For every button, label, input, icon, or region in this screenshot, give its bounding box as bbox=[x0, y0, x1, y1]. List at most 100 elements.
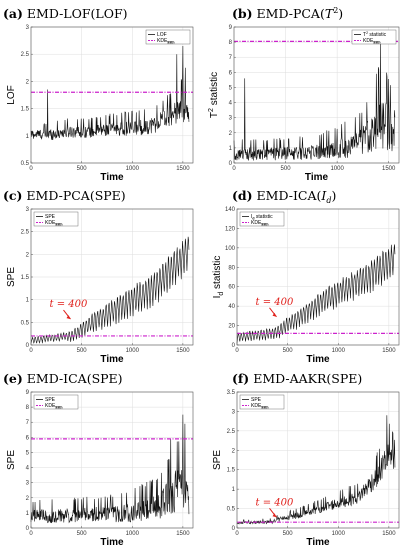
y-tick-label: 3 bbox=[26, 481, 30, 487]
y-tick-label: 8 bbox=[229, 40, 233, 46]
x-tick-label: 0 bbox=[235, 348, 239, 354]
annotation-arrowhead bbox=[66, 315, 71, 320]
x-tick-label: 500 bbox=[77, 531, 88, 537]
y-axis-label: SPE bbox=[212, 450, 223, 470]
data-line bbox=[30, 236, 190, 344]
legend-label: T2 statistic bbox=[363, 31, 387, 38]
y-tick-label: 7 bbox=[26, 420, 30, 426]
y-tick-label: 3 bbox=[26, 25, 30, 31]
x-tick-label: 1500 bbox=[176, 348, 190, 354]
y-tick-label: 4 bbox=[26, 466, 30, 472]
x-tick-label: 0 bbox=[235, 531, 239, 537]
legend-label: SPE bbox=[45, 214, 56, 220]
x-tick-label: 500 bbox=[283, 531, 294, 537]
y-tick-label: 5 bbox=[26, 450, 30, 456]
legend-box bbox=[239, 394, 285, 410]
y-tick-label: 2.5 bbox=[21, 52, 30, 58]
y-axis-label: LOF bbox=[6, 85, 17, 104]
x-axis-label: Time bbox=[100, 354, 124, 365]
plot-area bbox=[31, 27, 193, 163]
legend-label: SPE bbox=[45, 397, 56, 403]
x-tick-label: 0 bbox=[29, 348, 33, 354]
x-axis-label: Time bbox=[305, 172, 329, 183]
panel-title: (c) EMD-PCA(SPE) bbox=[3, 188, 126, 203]
y-tick-label: 0 bbox=[26, 343, 30, 349]
panel-c: (c) EMD-PCA(SPE) 0 500 1000 1500 0 0.5 1 1.5 2 2.5… bbox=[3, 188, 194, 365]
y-tick-label: 4 bbox=[229, 101, 233, 107]
legend-label: LOF bbox=[157, 32, 167, 38]
plot-frame bbox=[236, 391, 400, 529]
annotation-arrowhead bbox=[272, 513, 277, 518]
x-tick-label: 1000 bbox=[126, 348, 140, 354]
plot-frame bbox=[30, 26, 194, 164]
x-tick-label: 1500 bbox=[382, 166, 396, 172]
legend-box bbox=[145, 29, 191, 45]
legend-label: Id statistic bbox=[251, 214, 273, 221]
x-axis-label: Time bbox=[306, 354, 330, 365]
y-tick-label: 3 bbox=[229, 116, 233, 122]
y-tick-label: 0.5 bbox=[21, 161, 30, 167]
x-tick-label: 1500 bbox=[382, 531, 396, 537]
y-tick-label: 0 bbox=[229, 161, 233, 167]
x-tick-label: 500 bbox=[77, 166, 88, 172]
y-tick-label: 1 bbox=[229, 146, 233, 152]
y-tick-label: 1 bbox=[26, 134, 30, 140]
x-tick-label: 1000 bbox=[126, 531, 140, 537]
y-tick-label: 5 bbox=[229, 85, 233, 91]
x-tick-label: 1000 bbox=[332, 531, 346, 537]
y-tick-label: 2 bbox=[229, 131, 233, 137]
panel-title: (d) EMD-ICA(Id) bbox=[232, 188, 336, 205]
annotation-text: t = 400 bbox=[256, 297, 294, 308]
panel-a: (a) EMD-LOF(LOF) 0 500 1000 1500 0.5 1 1.5 2 2.5 3… bbox=[3, 6, 194, 183]
annotation-text: t = 400 bbox=[50, 299, 88, 310]
x-tick-label: 1500 bbox=[176, 166, 190, 172]
y-axis-label: Id statistic bbox=[212, 256, 225, 299]
y-tick-label: 2.5 bbox=[21, 230, 30, 236]
y-tick-label: 80 bbox=[228, 265, 235, 271]
y-axis-label: T2 statistic bbox=[208, 72, 220, 118]
data-line bbox=[30, 46, 190, 140]
y-tick-label: 0 bbox=[232, 526, 236, 532]
data-line bbox=[30, 414, 190, 524]
y-tick-label: 0 bbox=[232, 343, 236, 349]
y-tick-label: 0 bbox=[26, 526, 30, 532]
panel-title: (f) EMD-AAKR(SPE) bbox=[232, 371, 362, 386]
y-tick-label: 2 bbox=[232, 448, 236, 454]
panel-e: (e) EMD-ICA(SPE) 0 500 1000 1500 0 1 2 3 4 5 6 7 8 9 Ti… bbox=[3, 371, 194, 548]
legend-box bbox=[239, 211, 285, 227]
y-tick-label: 7 bbox=[229, 55, 233, 61]
x-tick-label: 1000 bbox=[330, 166, 344, 172]
plot-frame bbox=[236, 208, 400, 346]
y-tick-label: 40 bbox=[228, 304, 235, 310]
y-tick-label: 6 bbox=[26, 435, 30, 441]
legend-label: KDE99th bbox=[251, 403, 268, 410]
x-axis-label: Time bbox=[100, 537, 124, 548]
y-tick-label: 2.5 bbox=[227, 429, 236, 435]
panel-title: (b) EMD-PCA(T2) bbox=[232, 6, 343, 21]
y-tick-label: 3 bbox=[232, 409, 236, 415]
legend-label: KDE99th bbox=[157, 38, 174, 45]
plot-frame bbox=[30, 391, 194, 529]
x-tick-label: 1000 bbox=[332, 348, 346, 354]
panel-b: (b) EMD-PCA(T2) 0 500 1000 1500 0 1 2 3 4 5 6 7 8 9 Tim… bbox=[208, 6, 400, 183]
y-tick-label: 1 bbox=[26, 511, 30, 517]
legend-box bbox=[33, 211, 79, 227]
y-tick-label: 2 bbox=[26, 252, 30, 258]
y-tick-label: 1 bbox=[26, 298, 30, 304]
legend-label: KDE99th bbox=[251, 220, 268, 227]
y-tick-label: 9 bbox=[229, 25, 233, 31]
y-tick-label: 1.5 bbox=[21, 107, 30, 113]
legend-label: KDE99th bbox=[363, 38, 380, 45]
y-tick-label: 0.5 bbox=[227, 507, 236, 513]
y-tick-label: 3.5 bbox=[227, 390, 236, 396]
legend-box bbox=[33, 394, 79, 410]
panel-title: (a) EMD-LOF(LOF) bbox=[3, 6, 128, 21]
plot-area bbox=[31, 392, 193, 528]
legend-box bbox=[351, 29, 397, 45]
